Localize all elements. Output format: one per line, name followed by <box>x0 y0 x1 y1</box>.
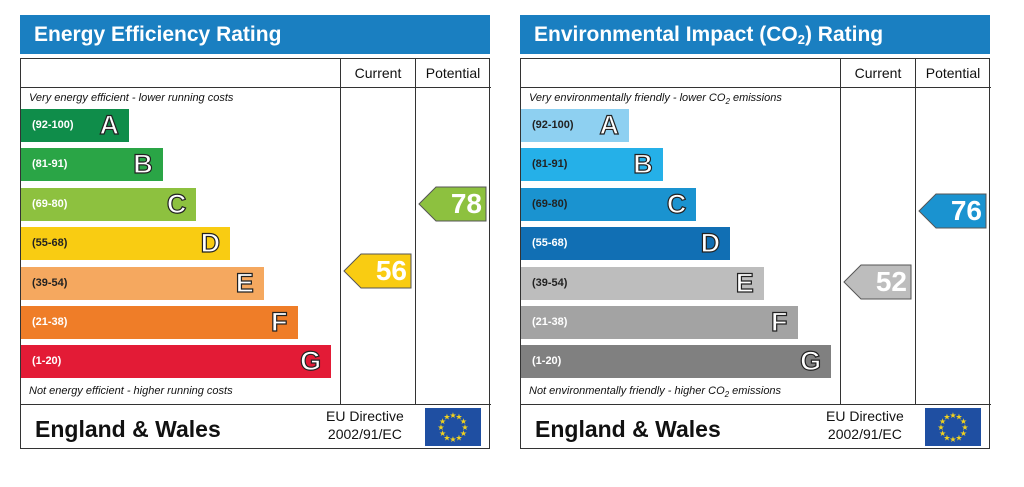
band-g: (1-20) G <box>21 345 332 379</box>
current-column-header: Current <box>854 65 902 81</box>
band-e: (39-54) E <box>521 266 764 300</box>
top-caption: Very environmentally friendly - lower CO… <box>529 92 782 107</box>
potential-column-header: Potential <box>925 65 981 81</box>
rating-value: 78 <box>450 188 482 220</box>
band-letter: D <box>700 228 721 259</box>
band-range-label: (81-91) <box>532 158 568 171</box>
band-letter: F <box>770 306 788 337</box>
band-range-label: (39-54) <box>32 276 68 289</box>
band-letter: A <box>599 109 620 140</box>
chart-frame: Current Potential Very energy efficient … <box>20 58 491 449</box>
band-range-label: (69-80) <box>532 197 568 210</box>
svg-text:★: ★ <box>437 423 444 432</box>
band-g: (1-20) G <box>521 345 832 379</box>
energy-efficiency-chart: Energy Efficiency Rating Current Potenti… <box>20 15 491 449</box>
band-range-label: (21-38) <box>532 316 568 328</box>
band-a: (92-100) A <box>521 109 629 142</box>
svg-text:★: ★ <box>937 423 944 432</box>
eu-flag-icon: ★ ★ ★ ★ ★ ★ ★ ★ ★ ★ ★ ★ <box>925 408 981 446</box>
band-letter: B <box>133 149 154 180</box>
rating-value: 52 <box>875 265 907 297</box>
svg-text:★: ★ <box>449 435 456 444</box>
band-letter: D <box>200 228 221 259</box>
potential-column-header: Potential <box>425 65 481 81</box>
svg-text:★: ★ <box>955 413 962 422</box>
bottom-caption: Not energy efficient - higher running co… <box>29 385 233 397</box>
band-range-label: (81-91) <box>32 158 68 171</box>
band-range-label: (55-68) <box>32 237 68 250</box>
band-letter: E <box>235 267 254 298</box>
svg-text:★: ★ <box>443 433 450 442</box>
band-f: (21-38) F <box>521 306 798 339</box>
current-column-header: Current <box>354 65 402 81</box>
band-letter: G <box>300 346 322 377</box>
band-letter: C <box>166 188 187 219</box>
rating-arrow-shape <box>418 186 487 222</box>
band-range-label: (69-80) <box>32 197 68 210</box>
svg-text:★: ★ <box>960 429 967 438</box>
band-letter: G <box>800 346 822 377</box>
current-rating-arrow: 52 <box>843 264 913 300</box>
rating-value: 56 <box>375 254 407 286</box>
band-range-label: (39-54) <box>532 276 568 289</box>
band-letter: C <box>666 188 687 219</box>
potential-rating-arrow: 76 <box>918 193 988 229</box>
potential-rating-arrow: 78 <box>418 186 488 222</box>
band-d: (55-68) D <box>521 227 731 261</box>
svg-text:★: ★ <box>460 417 467 426</box>
svg-text:★: ★ <box>949 411 956 420</box>
svg-text:★: ★ <box>939 429 946 438</box>
band-e: (39-54) E <box>21 266 264 300</box>
svg-text:★: ★ <box>455 433 462 442</box>
svg-text:★: ★ <box>949 435 956 444</box>
band-d: (55-68) D <box>21 227 231 261</box>
top-caption: Very energy efficient - lower running co… <box>29 92 234 104</box>
chart-title: Energy Efficiency Rating <box>20 15 490 54</box>
band-range-label: (55-68) <box>532 237 568 250</box>
svg-text:★: ★ <box>955 433 962 442</box>
svg-text:★: ★ <box>961 423 968 432</box>
svg-text:★: ★ <box>455 413 462 422</box>
rating-arrow-shape <box>918 193 987 229</box>
eu-flag-icon: ★ ★ ★ ★ ★ ★ ★ ★ ★ ★ ★ ★ <box>425 408 481 446</box>
band-c: (69-80) C <box>21 187 197 221</box>
band-a: (92-100) A <box>21 109 129 142</box>
environmental-impact-chart: Environmental Impact (CO2) Rating Curren… <box>520 15 991 449</box>
svg-text:★: ★ <box>460 429 467 438</box>
svg-text:★: ★ <box>443 413 450 422</box>
eu-directive-label: EU Directive 2002/91/EC <box>826 408 904 442</box>
band-b: (81-91) B <box>21 148 163 182</box>
band-range-label: (92-100) <box>532 119 574 131</box>
rating-arrow-shape <box>343 253 412 289</box>
svg-text:★: ★ <box>939 417 946 426</box>
band-range-label: (1-20) <box>32 355 62 368</box>
band-letter: E <box>735 267 754 298</box>
svg-text:★: ★ <box>439 429 446 438</box>
region-label: England & Wales <box>35 416 221 442</box>
rating-value: 76 <box>950 194 982 226</box>
chart-frame: Current Potential Very environmentally f… <box>520 58 991 449</box>
band-f: (21-38) F <box>21 306 298 339</box>
region-label: England & Wales <box>535 416 721 442</box>
band-letter: A <box>99 109 120 140</box>
band-range-label: (92-100) <box>32 119 74 131</box>
svg-text:★: ★ <box>461 423 468 432</box>
svg-text:★: ★ <box>960 417 967 426</box>
svg-text:★: ★ <box>943 433 950 442</box>
band-range-label: (21-38) <box>32 316 68 328</box>
rating-arrow-shape <box>843 264 912 300</box>
band-c: (69-80) C <box>521 187 697 221</box>
band-b: (81-91) B <box>521 148 663 182</box>
current-rating-arrow: 56 <box>343 253 413 289</box>
band-letter: B <box>633 149 654 180</box>
band-range-label: (1-20) <box>532 355 562 368</box>
bottom-caption: Not environmentally friendly - higher CO… <box>529 385 782 400</box>
svg-text:★: ★ <box>943 413 950 422</box>
svg-text:★: ★ <box>449 411 456 420</box>
chart-title: Environmental Impact (CO2) Rating <box>520 15 990 54</box>
eu-directive-label: EU Directive 2002/91/EC <box>326 408 404 442</box>
band-letter: F <box>270 306 288 337</box>
svg-text:★: ★ <box>439 417 446 426</box>
